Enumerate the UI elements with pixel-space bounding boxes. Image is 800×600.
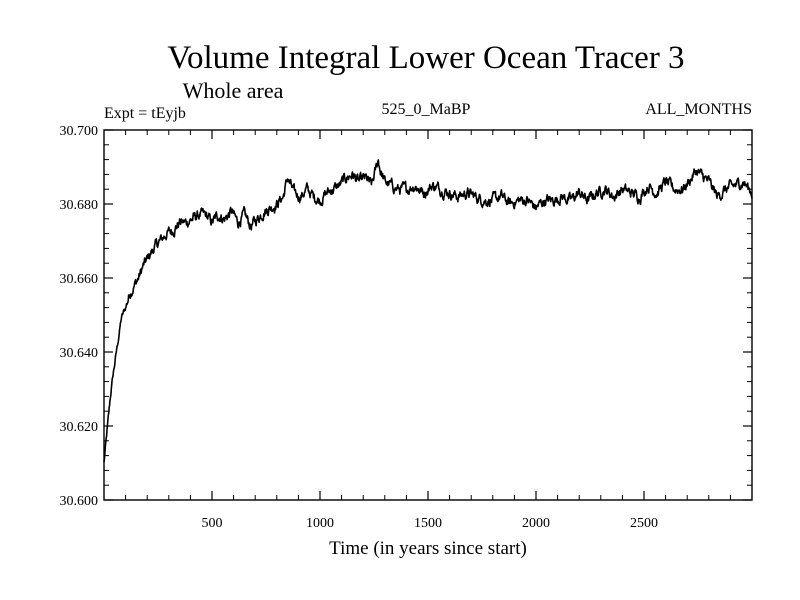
x-tick-label-1500: 1500 <box>414 516 442 531</box>
series-line-0 <box>103 159 753 463</box>
x-tick-label-2000: 2000 <box>522 516 550 531</box>
x-tick-label-1000: 1000 <box>306 516 334 531</box>
period-label: 525_0_MaBP <box>382 101 471 118</box>
y-tick-label-2: 30.640 <box>60 346 99 361</box>
months-label: ALL_MONTHS <box>645 101 752 118</box>
x-tick-label-500: 500 <box>202 516 223 531</box>
chart-subtitle: Whole area <box>183 78 284 103</box>
y-tick-label-1: 30.620 <box>60 420 99 435</box>
experiment-label: Expt = tEyjb <box>104 105 186 122</box>
chart-title: Volume Integral Lower Ocean Tracer 3 <box>167 40 684 76</box>
x-axis-label: Time (in years since start) <box>329 538 527 559</box>
y-tick-label-5: 30.700 <box>60 124 99 139</box>
plot-area-frame <box>103 129 753 501</box>
x-tick-label-2500: 2500 <box>630 516 658 531</box>
y-tick-label-3: 30.660 <box>60 272 99 287</box>
y-tick-label-0: 30.600 <box>60 494 99 509</box>
y-tick-label-4: 30.680 <box>60 198 99 213</box>
